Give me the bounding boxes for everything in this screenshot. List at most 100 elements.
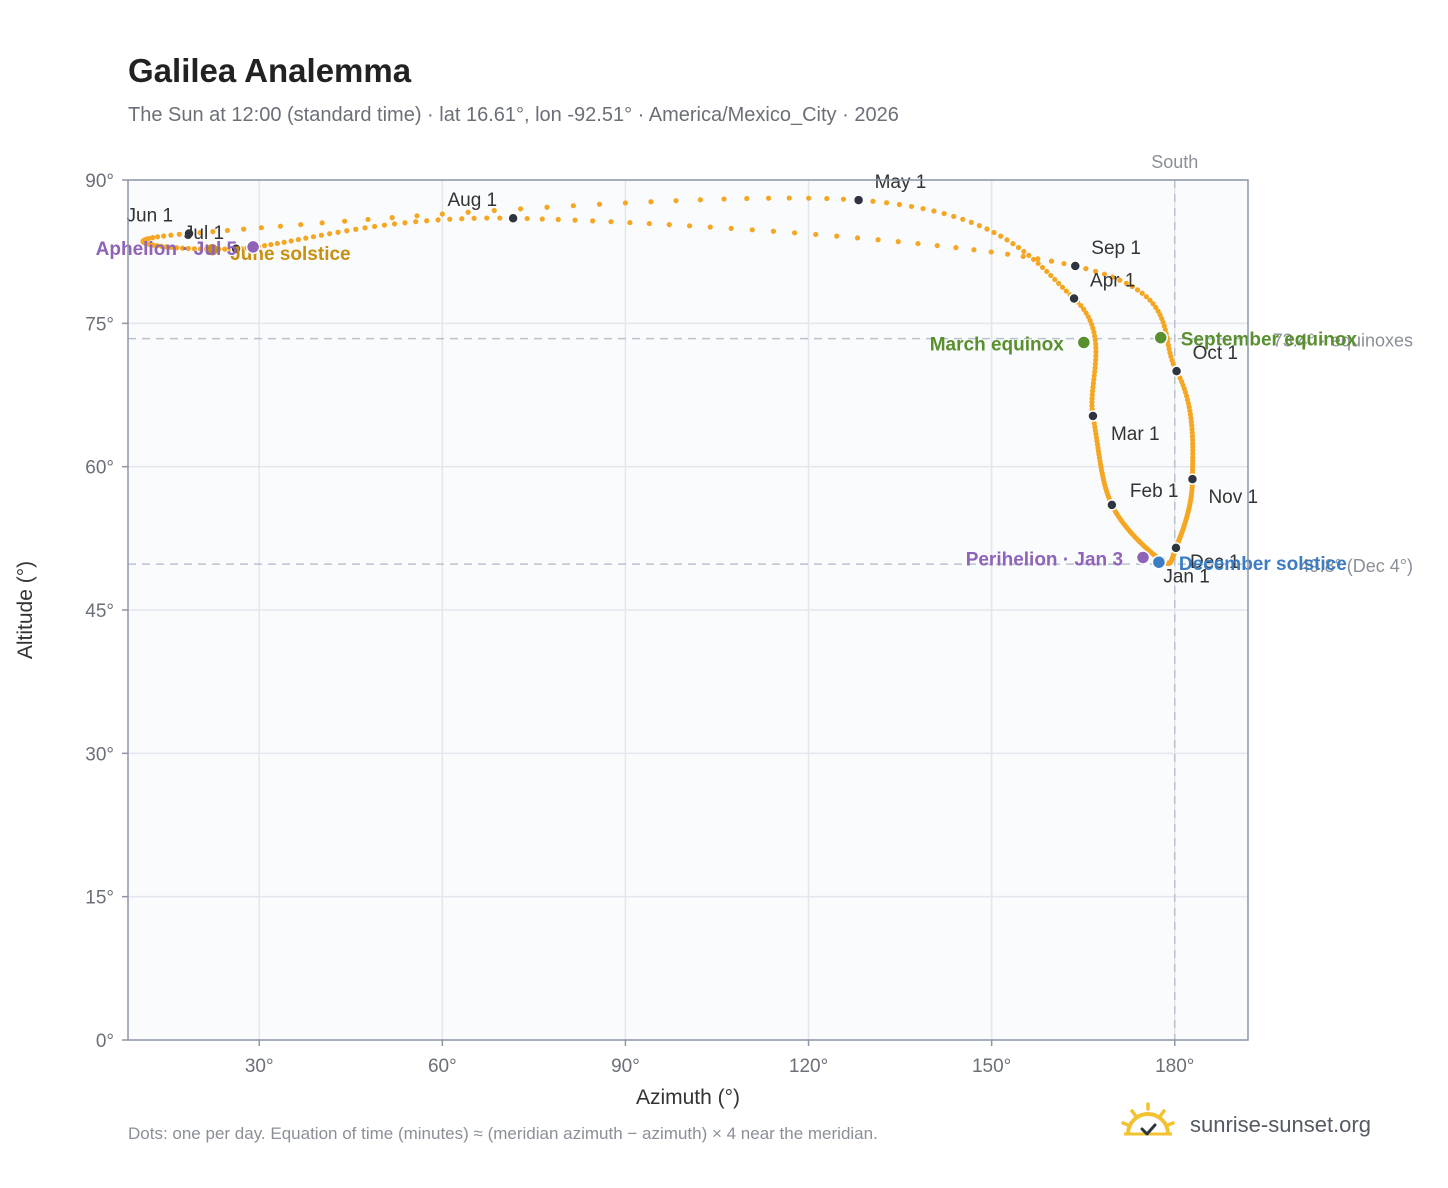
daily-dot (197, 230, 203, 236)
daily-dot (1089, 403, 1095, 409)
y-tick-label: 15° (85, 888, 114, 909)
daily-dot (1090, 380, 1096, 387)
month-marker (1170, 365, 1183, 377)
daily-dot (261, 243, 268, 249)
daily-dot (1092, 333, 1098, 339)
daily-dot (991, 229, 997, 236)
daily-dot (1026, 252, 1032, 258)
daily-dot (288, 238, 294, 244)
daily-dot (484, 215, 490, 221)
y-axis-label: Altitude (°) (14, 561, 37, 659)
event-label: March equinox (930, 334, 1065, 355)
month-label: Oct 1 (1193, 343, 1238, 364)
daily-dot (310, 234, 317, 240)
daily-dot (435, 217, 441, 223)
daily-dot (1129, 283, 1135, 290)
x-tick-label: 150° (972, 1056, 1011, 1077)
daily-dot (539, 216, 545, 222)
month-label: Apr 1 (1090, 270, 1135, 291)
month-label: Nov 1 (1208, 487, 1258, 508)
daily-dot (920, 206, 926, 212)
daily-dot (1004, 237, 1010, 243)
daily-dot (941, 210, 947, 217)
daily-dot (1021, 248, 1027, 255)
daily-dot (163, 244, 169, 250)
event-marker (1135, 550, 1151, 565)
y-tick-label: 30° (85, 744, 114, 765)
daily-dot (1139, 290, 1145, 296)
daily-dot (1048, 272, 1054, 279)
month-marker (1106, 499, 1118, 511)
x-tick-label: 30° (245, 1056, 274, 1077)
daily-dot (154, 243, 160, 249)
daily-dot (765, 195, 772, 201)
daily-dot (883, 200, 890, 206)
daily-dot (465, 209, 471, 215)
daily-dot (241, 226, 247, 232)
daily-dot (191, 246, 197, 252)
month-marker (852, 194, 865, 206)
month-marker (1087, 410, 1099, 422)
daily-dot (1020, 253, 1026, 260)
y-tick-label: 75° (85, 314, 114, 335)
daily-dot (210, 229, 216, 235)
daily-dot (813, 231, 819, 238)
event-marker (1151, 554, 1167, 570)
daily-dot (1059, 284, 1066, 290)
daily-dot (953, 245, 959, 251)
daily-dot (988, 249, 994, 255)
daily-dot (353, 226, 359, 232)
daily-dot (1081, 306, 1087, 312)
meridian-label: South (1151, 152, 1198, 172)
daily-dot (596, 201, 603, 207)
daily-dot (424, 218, 430, 224)
daily-dot (1063, 288, 1069, 294)
daily-dot (1123, 280, 1129, 286)
y-axis-ticks: 0° 15° 30° 45° 60° 75° 90° (85, 171, 128, 1052)
daily-dot (459, 216, 465, 222)
daily-dot (1101, 271, 1108, 277)
daily-dot (179, 245, 186, 251)
daily-dot (971, 247, 977, 253)
daily-dot (1143, 294, 1149, 300)
daily-dot (1092, 337, 1098, 343)
daily-dot (1091, 329, 1097, 335)
daily-dot (744, 195, 750, 202)
daily-dot (1092, 361, 1099, 367)
reference-lines: 73.4° · equinoxes 49.8° (Dec 4°) (128, 331, 1413, 576)
daily-dot (1044, 268, 1050, 275)
daily-dot (1089, 392, 1095, 398)
reference-line-label: 73.4° · equinoxes (1273, 331, 1413, 351)
event-markers: March equinox September equinox June solst… (96, 239, 1358, 575)
brand-logo[interactable]: sunrise-sunset.org (1120, 1100, 1390, 1150)
daily-dot (381, 222, 388, 228)
daily-dot (896, 201, 903, 208)
daily-dot (471, 215, 477, 221)
sun-check-icon (1121, 1102, 1175, 1136)
chart-subtitle: The Sun at 12:00 (standard time) · lat 1… (128, 104, 899, 126)
month-label: Dec 1 (1190, 552, 1240, 573)
daily-dot (854, 235, 861, 241)
y-tick-label: 45° (85, 601, 114, 622)
daily-dot (1005, 251, 1011, 257)
daily-dot (1090, 384, 1096, 390)
daily-dot (728, 225, 734, 231)
daily-dot (834, 233, 840, 239)
daily-dot (895, 239, 901, 245)
y-tick-label: 60° (85, 458, 114, 479)
daily-dot (976, 223, 982, 229)
daily-dot (1093, 341, 1099, 347)
x-axis-label: Azimuth (°) (636, 1086, 740, 1109)
y-tick-label: 0° (96, 1031, 114, 1052)
daily-dot (544, 204, 550, 210)
daily-dot (222, 246, 228, 252)
daily-dot (168, 244, 174, 250)
daily-dot (1078, 302, 1084, 309)
daily-dot (1035, 260, 1041, 267)
daily-dot (295, 236, 301, 243)
daily-dot (1117, 277, 1123, 283)
daily-dot (371, 223, 378, 230)
daily-dot (1089, 399, 1095, 405)
event-marker (245, 239, 261, 255)
